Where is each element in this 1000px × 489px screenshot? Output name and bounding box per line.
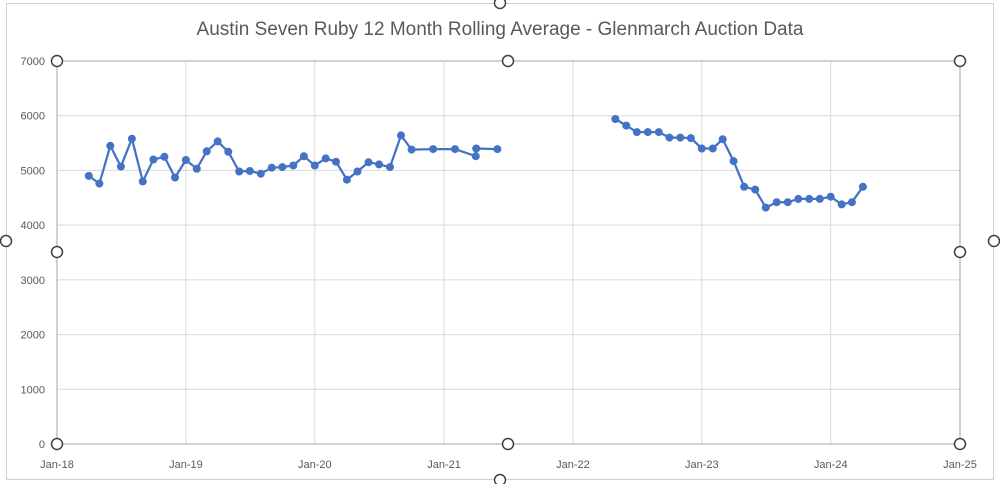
data-point: [676, 133, 685, 142]
data-point: [493, 145, 502, 154]
data-point: [397, 131, 405, 140]
data-point: [84, 171, 93, 180]
x-tick-label: Jan-22: [556, 459, 590, 471]
resize-handle[interactable]: [50, 245, 64, 259]
resize-handle[interactable]: [501, 437, 515, 451]
data-point: [665, 133, 674, 142]
x-tick-label: Jan-23: [685, 459, 719, 471]
data-point: [116, 162, 125, 171]
data-point: [235, 167, 244, 176]
data-point: [815, 194, 824, 203]
data-point: [310, 161, 319, 170]
data-point: [138, 177, 147, 186]
resize-handle[interactable]: [493, 473, 507, 487]
data-point: [471, 152, 480, 161]
data-point: [622, 121, 631, 130]
data-point: [837, 200, 846, 209]
data-point: [289, 161, 298, 170]
data-point: [654, 128, 663, 137]
y-tick-label: 0: [39, 439, 45, 451]
data-point: [632, 128, 641, 137]
data-point: [95, 179, 104, 188]
data-point: [256, 169, 265, 178]
data-point: [751, 185, 760, 194]
data-point: [386, 163, 394, 172]
x-tick-label: Jan-25: [943, 459, 977, 471]
data-point: [267, 163, 276, 172]
y-tick-label: 6000: [21, 111, 45, 123]
y-tick-label: 5000: [21, 165, 45, 177]
data-point: [127, 134, 136, 143]
data-point: [160, 152, 169, 161]
data-point: [472, 144, 481, 153]
data-point: [729, 157, 738, 166]
resize-handle[interactable]: [953, 437, 967, 451]
data-point: [342, 175, 351, 184]
x-tick-label: Jan-21: [427, 459, 461, 471]
data-point: [364, 158, 373, 167]
data-point: [643, 128, 652, 137]
y-tick-label: 3000: [21, 275, 45, 287]
data-point: [794, 194, 803, 203]
data-point: [847, 198, 856, 207]
resize-handle[interactable]: [0, 234, 13, 248]
data-point: [299, 152, 308, 161]
data-point: [321, 154, 330, 163]
data-point: [451, 145, 459, 154]
data-point: [245, 167, 254, 175]
y-tick-label: 1000: [21, 384, 45, 396]
data-point: [761, 203, 770, 212]
y-axis-tick-labels: 0 1000 2000 3000 4000 5000 6000 7000: [21, 56, 45, 451]
data-point: [106, 141, 115, 150]
data-point: [149, 155, 158, 164]
resize-handle[interactable]: [953, 245, 967, 259]
data-point: [171, 173, 179, 182]
chart-title: Austin Seven Ruby 12 Month Rolling Avera…: [197, 19, 804, 40]
data-point: [708, 144, 717, 153]
data-point: [224, 147, 233, 156]
data-point: [332, 157, 340, 166]
x-axis-tick-labels: Jan-18 Jan-19 Jan-20 Jan-21 Jan-22 Jan-23 Jan-…: [40, 459, 977, 471]
data-point: [772, 198, 781, 207]
resize-handle[interactable]: [50, 437, 64, 451]
data-point: [740, 182, 749, 191]
data-point: [202, 147, 211, 156]
chart-frame: [6, 3, 994, 480]
data-point: [213, 137, 222, 146]
data-point: [192, 164, 201, 173]
data-point: [353, 167, 362, 176]
data-point: [805, 194, 814, 203]
data-point: [429, 145, 438, 154]
y-tick-label: 7000: [21, 56, 45, 68]
data-point: [858, 182, 867, 191]
x-tick-label: Jan-19: [169, 459, 203, 471]
resize-handle[interactable]: [50, 54, 64, 68]
resize-handle[interactable]: [493, 0, 507, 10]
resize-handle[interactable]: [953, 54, 967, 68]
data-point: [375, 160, 384, 169]
y-tick-label: 2000: [21, 330, 45, 342]
gridlines: [56, 60, 961, 445]
x-tick-label: Jan-20: [298, 459, 332, 471]
y-tick-label: 4000: [21, 220, 45, 232]
data-point: [407, 145, 416, 154]
data-point: [181, 156, 190, 164]
series-rolling-average: [84, 115, 867, 212]
data-point: [611, 115, 620, 123]
data-point: [826, 192, 835, 201]
data-point: [783, 198, 792, 207]
resize-handle[interactable]: [501, 54, 515, 68]
data-point: [718, 135, 727, 144]
data-point: [278, 163, 287, 172]
data-point: [697, 144, 706, 153]
x-tick-label: Jan-24: [814, 459, 848, 471]
data-point: [686, 134, 695, 143]
resize-handle[interactable]: [987, 234, 1000, 248]
x-tick-label: Jan-18: [40, 459, 74, 471]
